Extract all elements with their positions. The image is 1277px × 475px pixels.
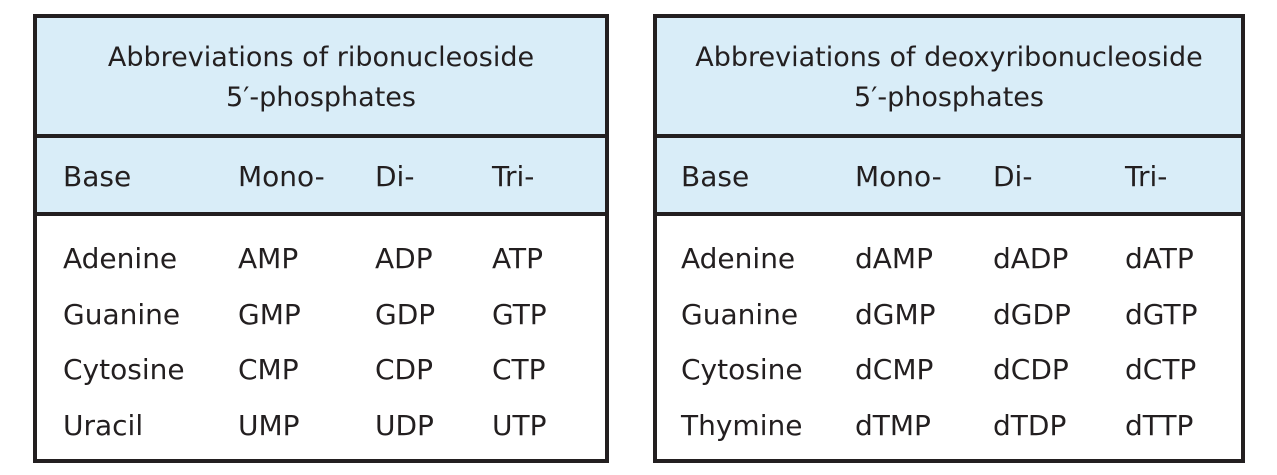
- table-title: Abbreviations of deoxyribonucleoside 5′-…: [695, 38, 1203, 118]
- table-row: Cytosine dCMP dCDP dCTP: [657, 353, 1241, 393]
- tri-cell: dATP: [1125, 242, 1194, 275]
- table-row: Cytosine CMP CDP CTP: [37, 353, 605, 393]
- di-cell: GDP: [375, 298, 436, 331]
- di-cell: dTDP: [993, 409, 1067, 442]
- table-title-band: Abbreviations of deoxyribonucleoside 5′-…: [657, 18, 1241, 134]
- base-cell: Cytosine: [63, 353, 185, 386]
- mono-cell: dAMP: [855, 242, 933, 275]
- divider-rule: [657, 212, 1241, 216]
- mono-cell: dCMP: [855, 353, 934, 386]
- di-cell: ADP: [375, 242, 433, 275]
- table-title-band: Abbreviations of ribonucleoside 5′-phosp…: [37, 18, 605, 134]
- table-body: Adenine AMP ADP ATP Guanine GMP GDP GTP …: [37, 216, 605, 459]
- mono-cell: GMP: [238, 298, 301, 331]
- base-cell: Uracil: [63, 409, 144, 442]
- column-header-di: Di-: [993, 160, 1033, 193]
- di-cell: dGDP: [993, 298, 1071, 331]
- ribonucleoside-table: Abbreviations of ribonucleoside 5′-phosp…: [33, 14, 609, 463]
- base-cell: Cytosine: [681, 353, 803, 386]
- column-header-base: Base: [63, 160, 132, 193]
- table-row: Thymine dTMP dTDP dTTP: [657, 409, 1241, 449]
- table-row: Adenine AMP ADP ATP: [37, 242, 605, 282]
- mono-cell: dTMP: [855, 409, 931, 442]
- divider-rule: [37, 134, 605, 138]
- base-cell: Adenine: [681, 242, 796, 275]
- mono-cell: dGMP: [855, 298, 936, 331]
- tri-cell: CTP: [492, 353, 546, 386]
- divider-rule: [657, 134, 1241, 138]
- base-cell: Guanine: [63, 298, 181, 331]
- tri-cell: UTP: [492, 409, 547, 442]
- mono-cell: AMP: [238, 242, 299, 275]
- base-cell: Guanine: [681, 298, 799, 331]
- base-cell: Adenine: [63, 242, 178, 275]
- column-header-mono: Mono-: [238, 160, 325, 193]
- tri-cell: GTP: [492, 298, 547, 331]
- column-header-tri: Tri-: [1125, 160, 1168, 193]
- table-row: Guanine dGMP dGDP dGTP: [657, 298, 1241, 338]
- table-title-line-2: 5′-phosphates: [854, 82, 1044, 113]
- table-body: Adenine dAMP dADP dATP Guanine dGMP dGDP…: [657, 216, 1241, 459]
- base-cell: Thymine: [681, 409, 803, 442]
- tri-cell: dCTP: [1125, 353, 1197, 386]
- table-row: Guanine GMP GDP GTP: [37, 298, 605, 338]
- table-title: Abbreviations of ribonucleoside 5′-phosp…: [108, 38, 534, 118]
- tri-cell: dTTP: [1125, 409, 1194, 442]
- column-header-row: Base Mono- Di- Tri-: [37, 138, 605, 212]
- deoxyribonucleoside-table: Abbreviations of deoxyribonucleoside 5′-…: [653, 14, 1245, 463]
- di-cell: dCDP: [993, 353, 1069, 386]
- table-title-line-2: 5′-phosphates: [226, 82, 416, 113]
- table-title-line-1: Abbreviations of deoxyribonucleoside: [695, 42, 1203, 73]
- column-header-row: Base Mono- Di- Tri-: [657, 138, 1241, 212]
- table-row: Adenine dAMP dADP dATP: [657, 242, 1241, 282]
- di-cell: CDP: [375, 353, 433, 386]
- divider-rule: [37, 212, 605, 216]
- column-header-base: Base: [681, 160, 750, 193]
- tri-cell: ATP: [492, 242, 543, 275]
- table-title-line-1: Abbreviations of ribonucleoside: [107, 42, 535, 73]
- table-row: Uracil UMP UDP UTP: [37, 409, 605, 449]
- di-cell: dADP: [993, 242, 1069, 275]
- mono-cell: CMP: [238, 353, 299, 386]
- column-header-di: Di-: [375, 160, 415, 193]
- tri-cell: dGTP: [1125, 298, 1198, 331]
- mono-cell: UMP: [238, 409, 300, 442]
- di-cell: UDP: [375, 409, 434, 442]
- column-header-mono: Mono-: [855, 160, 942, 193]
- column-header-tri: Tri-: [492, 160, 535, 193]
